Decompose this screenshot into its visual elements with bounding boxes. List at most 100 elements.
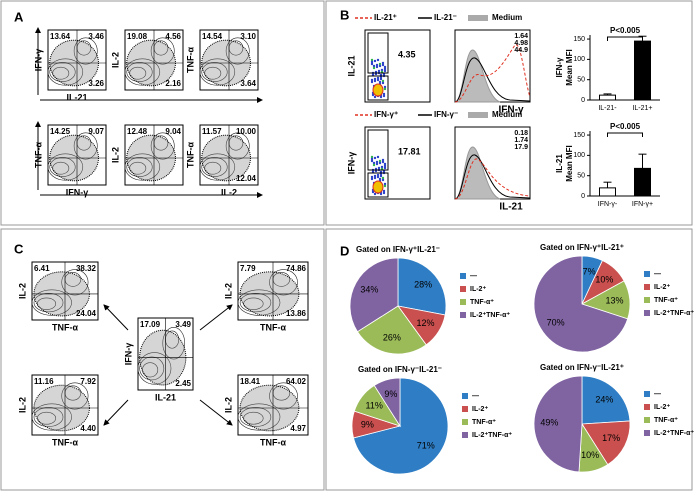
value-label: 28% [414, 280, 432, 290]
legend-label: IL-2⁺ [654, 404, 670, 411]
y-axis-label: IL-2 [17, 283, 27, 299]
legend-label: IL-2⁺ [472, 406, 488, 413]
panel-frame [0, 228, 325, 491]
event-dot [373, 59, 377, 63]
legend-swatch [468, 112, 488, 118]
value-label: 12% [417, 318, 435, 328]
quadrant-value: 14.54 [202, 32, 223, 41]
value-label: 26% [383, 332, 401, 342]
legend-swatch [644, 430, 650, 436]
contour [33, 293, 64, 313]
contour [199, 58, 236, 86]
gate [367, 75, 389, 101]
quadrant-value: 7.92 [80, 377, 96, 386]
quadrant-value: 74.86 [286, 264, 307, 273]
chart-title: Gated on IFN-γ⁻IL-21⁻ [358, 365, 442, 374]
x-axis-label: IFN-γ [66, 187, 89, 197]
event-dot [370, 80, 374, 84]
contour [61, 382, 89, 410]
y-axis-label: IL-2 [110, 147, 120, 163]
quadrant-value: 24.04 [76, 309, 97, 318]
contour [201, 157, 228, 177]
quadrant-value: 17.09 [140, 320, 161, 329]
y-axis-label: TNF-α [185, 47, 195, 73]
event-dot [383, 87, 387, 91]
event-dot [372, 64, 376, 68]
legend-swatch [644, 391, 650, 397]
legend-swatch [644, 271, 650, 277]
event-dot [383, 85, 387, 89]
legend-swatch [644, 417, 650, 423]
quadrant-value: 3.26 [88, 79, 104, 88]
pie-slice [533, 375, 583, 473]
contour [49, 157, 76, 177]
event-dot [377, 166, 381, 170]
event-dot [383, 184, 387, 188]
contour [225, 37, 250, 65]
panel-frame [0, 0, 325, 226]
event-dot [370, 78, 374, 82]
legend-label: IL-21⁻ [434, 13, 457, 22]
event-dot [383, 162, 387, 166]
y-axis-label: IL-2 [17, 397, 27, 413]
legend-label: IL-2⁺TNF-α⁺ [472, 432, 512, 439]
contour [201, 62, 228, 82]
legend-swatch [644, 284, 650, 290]
value-label: 9% [384, 389, 397, 399]
quadrant-value: 2.16 [165, 79, 181, 88]
legend-swatch [644, 404, 650, 410]
x-axis-label: IFN-γ [499, 105, 524, 116]
significance-bracket [607, 36, 643, 41]
x-tick-label: IL-21+ [632, 105, 652, 112]
x-tick-label: IFN-γ- [598, 201, 618, 208]
y-axis-label: Mean MFI [565, 49, 574, 85]
event-dot [376, 155, 380, 159]
legend-swatch [460, 286, 466, 292]
gate [367, 32, 389, 74]
event-dot [373, 174, 377, 178]
legend-label: IFN-γ⁻ [434, 110, 458, 119]
event-dot [371, 190, 375, 194]
value-label: 7% [583, 267, 596, 277]
x-axis-label: TNF-α [260, 437, 286, 447]
histogram-value: 17.9 [514, 144, 528, 151]
contour [33, 407, 64, 427]
event-dot [381, 176, 385, 180]
legend-label: IL-2⁺TNF-α⁺ [470, 312, 510, 319]
contour [237, 289, 281, 316]
event-dot [370, 62, 374, 66]
legend-swatch [644, 310, 650, 316]
event-dot [381, 61, 385, 65]
event-dot [373, 176, 377, 180]
event-dot [373, 192, 377, 196]
legend-label: IL-2⁺TNF-α⁺ [654, 310, 694, 317]
quadrant-value: 14.25 [50, 127, 71, 136]
value-label: 10% [595, 275, 613, 285]
value-label: 70% [547, 318, 565, 328]
contour [61, 269, 89, 296]
arrows [35, 27, 263, 426]
event-dot [381, 79, 385, 83]
panel-label: C [14, 241, 24, 256]
value-label: 71% [417, 440, 435, 450]
legend-label: IFN-γ⁺ [374, 110, 398, 119]
contour [139, 356, 165, 381]
histogram [454, 154, 531, 200]
pie-slice [397, 257, 447, 316]
value-label: 11% [366, 400, 383, 410]
event-dot [383, 182, 387, 186]
legend-swatch [460, 273, 466, 279]
value-label: 17% [602, 433, 620, 443]
pie-slice [356, 305, 427, 355]
event-dot [370, 177, 374, 181]
quadrant-value: 7.79 [240, 264, 256, 273]
contour [225, 132, 250, 160]
quadrant-value: 12.04 [236, 174, 257, 183]
event-dot [378, 159, 382, 163]
event-dot [381, 63, 385, 67]
histogram [454, 158, 531, 200]
legend-label: — [654, 391, 661, 398]
legend-label: TNF-α⁺ [472, 419, 496, 426]
quadrant-value: 3.64 [240, 79, 256, 88]
legend-swatch [462, 393, 468, 399]
